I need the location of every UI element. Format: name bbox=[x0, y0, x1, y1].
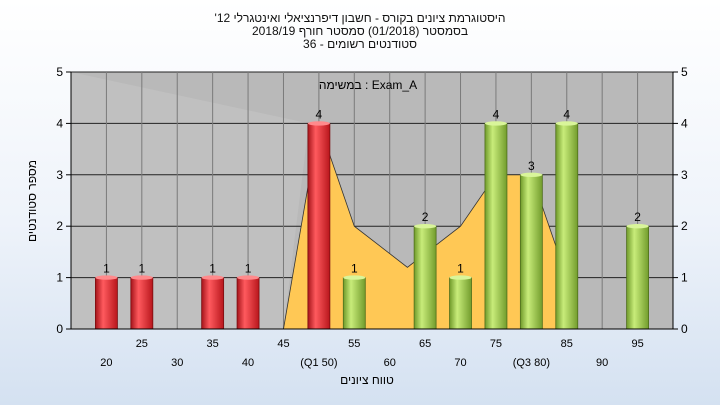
data-label-20: 1 bbox=[103, 262, 110, 276]
bar-70 bbox=[449, 277, 472, 330]
data-label-40: 1 bbox=[245, 262, 252, 276]
bar-50 bbox=[307, 123, 331, 330]
x-axis: 20 25 30 35 40 45 (Q1 50) 55 60 65 70 75 (Q3 80) 85 90… bbox=[71, 328, 673, 369]
chart-subtitle-students: סטודנטים רשומים - 36 bbox=[303, 37, 417, 51]
data-label-80: 3 bbox=[528, 159, 535, 173]
y-tick-right-4: 4 bbox=[681, 116, 688, 130]
bar-top-20 bbox=[95, 275, 118, 280]
chart-title: היסטוגרמת ציונים בקורס - חשבון דיפרנציאל… bbox=[214, 11, 506, 25]
y-tick-right-3: 3 bbox=[681, 168, 688, 182]
data-label-65: 2 bbox=[422, 210, 429, 224]
x-tick-90: 90 bbox=[596, 357, 608, 369]
bar-top-75 bbox=[484, 121, 507, 126]
data-label-85: 4 bbox=[563, 107, 570, 121]
plot-3d-wall bbox=[71, 72, 309, 329]
x-tick-70: 70 bbox=[454, 357, 466, 369]
bar-20 bbox=[95, 277, 118, 330]
chart-subtitle-semester: בסמסטר (01/2018) סמסטר חורף 2018/19 bbox=[251, 24, 469, 38]
y-axis-label: מספר סטודנטים bbox=[25, 160, 39, 242]
bar-top-70 bbox=[449, 275, 472, 280]
y-tick-right-0: 0 bbox=[681, 322, 688, 336]
bar-top-80 bbox=[520, 172, 543, 177]
x-tick-75: 75 bbox=[490, 338, 502, 350]
x-tick-80: (Q3 80) bbox=[513, 357, 550, 369]
bar-top-95 bbox=[626, 224, 649, 229]
bar-top-40 bbox=[237, 275, 260, 280]
bar-top-65 bbox=[414, 224, 437, 229]
x-tick-50: (Q1 50) bbox=[300, 357, 337, 369]
data-label-95: 2 bbox=[634, 210, 641, 224]
x-tick-45: 45 bbox=[277, 338, 289, 350]
y-tick-left-1: 1 bbox=[56, 271, 63, 285]
bar-65 bbox=[413, 225, 437, 330]
bar-85 bbox=[555, 123, 579, 330]
y-axis-right: 0 1 2 3 4 5 bbox=[672, 65, 688, 336]
bar-75 bbox=[484, 123, 508, 330]
bar-top-35 bbox=[201, 275, 224, 280]
data-label-70: 1 bbox=[457, 262, 464, 276]
x-tick-55: 55 bbox=[348, 338, 360, 350]
y-tick-left-4: 4 bbox=[56, 116, 63, 130]
bar-40 bbox=[236, 277, 260, 330]
x-tick-65: 65 bbox=[419, 338, 431, 350]
x-tick-40: 40 bbox=[242, 357, 254, 369]
data-label-55: 1 bbox=[351, 262, 358, 276]
x-tick-30: 30 bbox=[171, 357, 183, 369]
y-tick-left-3: 3 bbox=[56, 168, 63, 182]
bar-top-55 bbox=[343, 275, 366, 280]
data-label-35: 1 bbox=[209, 262, 216, 276]
y-tick-left-0: 0 bbox=[56, 322, 63, 336]
bar-35 bbox=[201, 277, 225, 330]
y-tick-left-5: 5 bbox=[56, 65, 63, 79]
data-label-25: 1 bbox=[138, 262, 145, 276]
task-annotation: במשימה : Exam_A bbox=[319, 78, 417, 92]
x-tick-25: 25 bbox=[136, 338, 148, 350]
x-tick-85: 85 bbox=[561, 338, 573, 350]
bar-25 bbox=[130, 277, 154, 330]
bar-top-25 bbox=[130, 275, 153, 280]
bar-95 bbox=[626, 225, 649, 330]
bar-80 bbox=[519, 174, 543, 330]
y-tick-left-2: 2 bbox=[56, 219, 63, 233]
y-tick-right-1: 1 bbox=[681, 271, 688, 285]
bar-55 bbox=[342, 277, 366, 330]
y-axis-left: 0 1 2 3 4 5 bbox=[56, 65, 72, 336]
x-axis-label: טווח ציונים bbox=[340, 373, 394, 387]
bar-top-50 bbox=[307, 121, 330, 126]
y-tick-right-2: 2 bbox=[681, 219, 688, 233]
x-tick-60: 60 bbox=[384, 357, 396, 369]
x-tick-95: 95 bbox=[631, 338, 643, 350]
data-label-50: 4 bbox=[316, 107, 323, 121]
x-tick-35: 35 bbox=[207, 338, 219, 350]
data-label-75: 4 bbox=[493, 107, 500, 121]
x-tick-20: 20 bbox=[100, 357, 112, 369]
y-tick-right-5: 5 bbox=[681, 65, 688, 79]
bar-top-85 bbox=[555, 121, 578, 126]
